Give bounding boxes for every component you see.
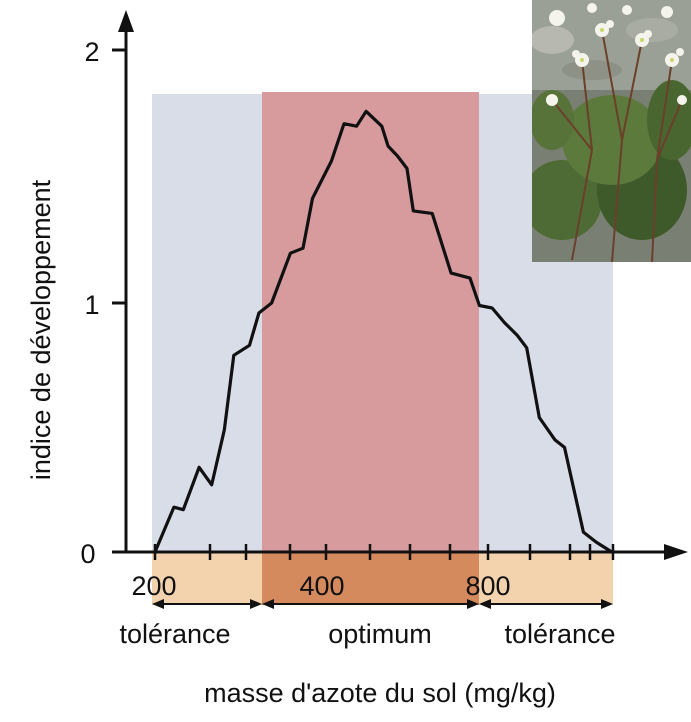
range-arrow-tolerance-left [152, 599, 262, 609]
band-tolerance-left [152, 553, 262, 605]
zone-label-tolerance-left: tolérance [119, 619, 230, 649]
y-tick-label-1: 1 [84, 290, 99, 320]
y-axis-title: indice de développement [26, 179, 56, 480]
x-axis-title: masse d'azote du sol (mg/kg) [204, 678, 556, 708]
zone-label-optimum: optimum [328, 619, 432, 649]
y-axis-arrow [118, 10, 134, 32]
y-tick-label-2: 2 [84, 37, 99, 67]
flowering-plant-photo [532, 0, 691, 262]
range-arrow-tolerance-right [479, 599, 613, 609]
zone-tolerance-left [152, 94, 262, 552]
range-arrow-optimum [262, 599, 479, 609]
plant-photo-icon [532, 0, 691, 262]
x-axis-arrow [664, 544, 688, 560]
x-tick-label-400: 400 [299, 571, 344, 601]
x-tick-label-800: 800 [465, 571, 510, 601]
development-curve [153, 109, 614, 554]
band-optimum [262, 553, 479, 605]
x-tick-marks [153, 544, 615, 560]
y-tick-label-0: 0 [80, 539, 95, 569]
zone-optimum [262, 92, 479, 552]
band-tolerance-right [479, 553, 613, 605]
zone-label-tolerance-right: tolérance [504, 619, 615, 649]
x-tick-label-200: 200 [131, 571, 176, 601]
